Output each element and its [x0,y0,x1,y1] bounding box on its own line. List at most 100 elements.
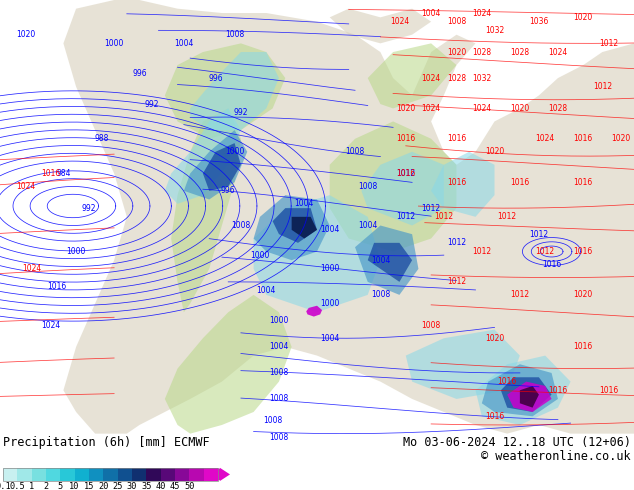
Text: 984: 984 [56,169,70,178]
Text: 1000: 1000 [67,247,86,256]
Text: 1028: 1028 [472,48,491,56]
Text: 1016: 1016 [447,134,466,143]
Text: 1020: 1020 [16,30,35,39]
Text: 1012: 1012 [529,230,548,239]
Text: 25: 25 [112,483,123,490]
Text: 1008: 1008 [447,17,466,26]
Text: © weatheronline.co.uk: © weatheronline.co.uk [481,450,631,463]
Text: Precipitation (6h) [mm] ECMWF: Precipitation (6h) [mm] ECMWF [3,436,210,449]
Polygon shape [368,243,412,282]
Polygon shape [165,44,285,139]
Text: 1024: 1024 [22,265,41,273]
Text: 0.1: 0.1 [0,483,11,490]
FancyArrow shape [218,468,230,481]
Text: 1: 1 [29,483,34,490]
Text: 1004: 1004 [358,221,377,230]
Text: 988: 988 [94,134,108,143]
Text: 992: 992 [145,99,159,109]
Text: 996: 996 [221,186,236,196]
Text: 1008: 1008 [371,291,390,299]
Text: 15: 15 [84,483,94,490]
Text: 1020: 1020 [510,104,529,113]
Text: Mo 03-06-2024 12..18 UTC (12+06): Mo 03-06-2024 12..18 UTC (12+06) [403,436,631,449]
Text: 1004: 1004 [174,39,193,48]
Text: 1012: 1012 [593,82,612,91]
Bar [3,468,18,481]
Text: 1024: 1024 [16,182,35,191]
Text: 1020: 1020 [447,48,466,56]
Polygon shape [254,195,330,260]
Text: 1016: 1016 [41,169,60,178]
Text: 2: 2 [43,483,49,490]
Text: 1000: 1000 [320,299,339,308]
Text: 1008: 1008 [269,434,288,442]
Text: 1008: 1008 [358,182,377,191]
Text: 1016: 1016 [447,178,466,187]
Text: 10: 10 [69,483,80,490]
Text: 1024: 1024 [472,8,491,18]
Text: 1008: 1008 [231,221,250,230]
Polygon shape [476,356,571,425]
Text: 1024: 1024 [548,48,567,56]
Text: 1004: 1004 [320,334,339,343]
Text: 1024: 1024 [422,104,441,113]
Text: 1016: 1016 [510,178,529,187]
Bar [190,468,204,481]
Polygon shape [520,386,539,408]
Text: 1016: 1016 [396,169,415,178]
Text: 1012: 1012 [599,39,618,48]
Text: 1020: 1020 [396,104,415,113]
Polygon shape [63,0,634,434]
Text: 1028: 1028 [548,104,567,113]
Text: 1012: 1012 [498,212,517,221]
Polygon shape [171,108,241,312]
Text: 1016: 1016 [574,247,593,256]
Text: 1016: 1016 [396,134,415,143]
Bar [146,468,161,481]
Text: 996: 996 [132,69,147,78]
Text: 996: 996 [208,74,223,82]
Text: 1016: 1016 [548,386,567,395]
Text: 1020: 1020 [574,13,593,22]
Polygon shape [330,9,431,44]
Text: 1012: 1012 [396,169,415,178]
Text: 1004: 1004 [422,8,441,18]
Bar [132,468,146,481]
Text: 1032: 1032 [485,26,504,35]
Polygon shape [273,208,317,243]
Bar [3,468,218,481]
Text: 1000: 1000 [320,265,339,273]
Text: 1032: 1032 [472,74,491,82]
Text: 1012: 1012 [536,247,555,256]
Polygon shape [482,364,558,416]
Text: 1008: 1008 [422,321,441,330]
Polygon shape [501,377,552,412]
Bar [60,468,75,481]
Text: 1008: 1008 [269,368,288,377]
Text: 1000: 1000 [225,147,244,156]
Text: 1008: 1008 [269,394,288,403]
Text: 992: 992 [82,204,96,213]
Text: 1016: 1016 [542,260,561,269]
Text: 1012: 1012 [447,238,466,247]
Bar [103,468,118,481]
Text: 1004: 1004 [295,199,314,208]
Text: 30: 30 [127,483,137,490]
Polygon shape [184,130,247,199]
Text: 1024: 1024 [472,104,491,113]
Text: 1008: 1008 [225,30,244,39]
Polygon shape [368,44,456,108]
Text: 1004: 1004 [371,256,390,265]
Bar [17,468,32,481]
Polygon shape [190,52,279,130]
Text: 1020: 1020 [612,134,631,143]
Text: 1024: 1024 [41,321,60,330]
Text: 1016: 1016 [48,282,67,291]
Text: 40: 40 [155,483,166,490]
Text: 1016: 1016 [574,134,593,143]
Polygon shape [292,217,317,239]
Polygon shape [406,330,520,399]
Text: 1000: 1000 [105,39,124,48]
Polygon shape [165,295,292,434]
Polygon shape [254,195,380,312]
